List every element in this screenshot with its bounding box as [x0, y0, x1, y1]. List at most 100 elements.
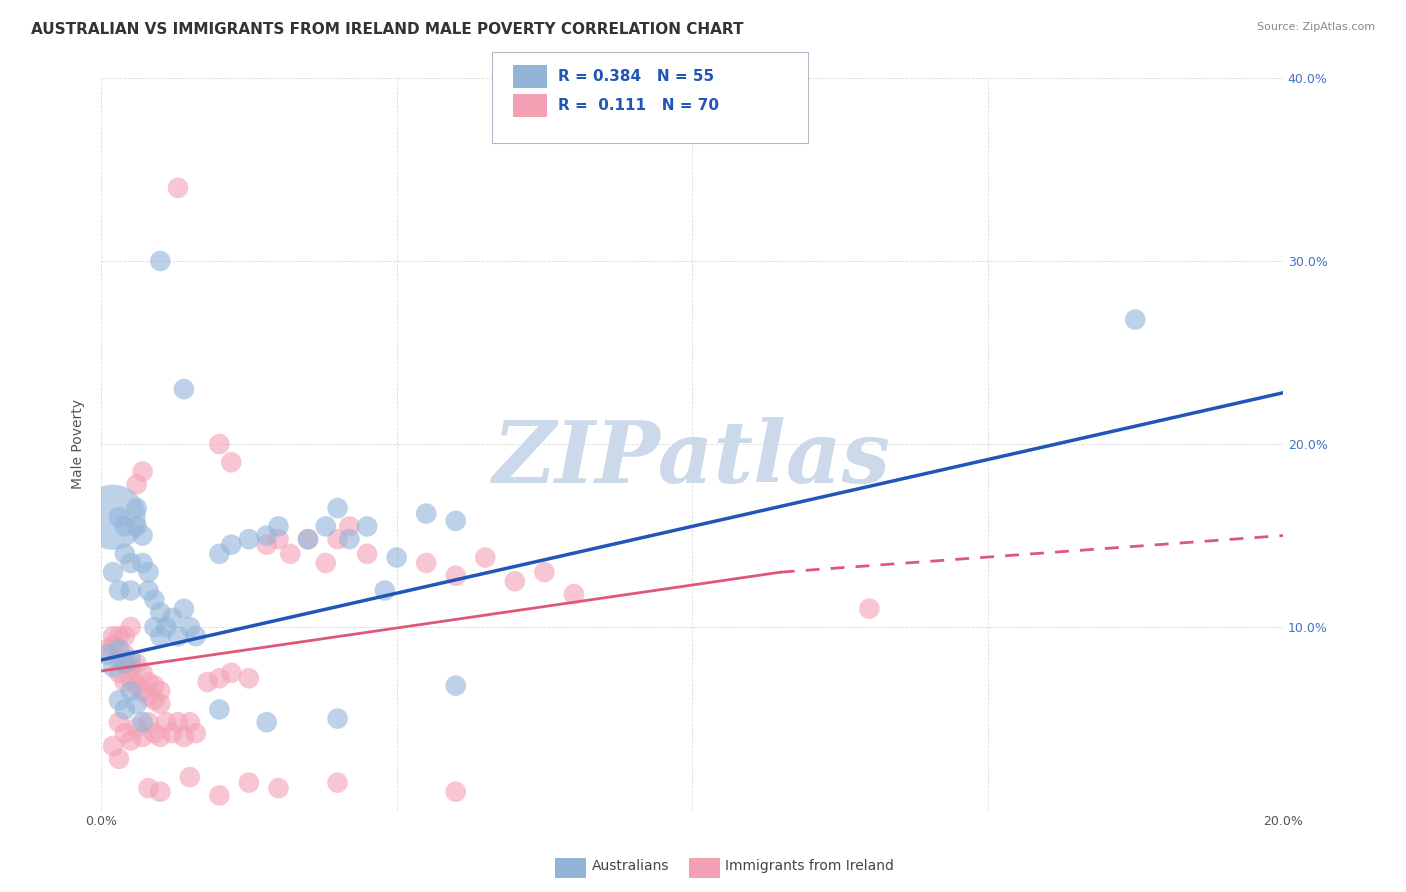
Point — [167, 181, 190, 195]
Point — [138, 690, 160, 704]
Point — [143, 679, 166, 693]
Point — [138, 715, 160, 730]
Point — [131, 730, 153, 744]
Point — [326, 712, 349, 726]
Point — [149, 629, 172, 643]
Text: R =  0.111   N = 70: R = 0.111 N = 70 — [558, 98, 720, 112]
Point — [155, 620, 177, 634]
Point — [131, 528, 153, 542]
Point — [138, 675, 160, 690]
Point — [315, 556, 337, 570]
Point — [149, 697, 172, 711]
Point — [219, 455, 242, 469]
Point — [120, 671, 142, 685]
Point — [143, 620, 166, 634]
Point — [125, 679, 148, 693]
Point — [326, 775, 349, 789]
Point — [256, 538, 278, 552]
Point — [374, 583, 396, 598]
Point — [184, 629, 207, 643]
Point — [197, 675, 219, 690]
Point — [415, 556, 437, 570]
Point — [131, 465, 153, 479]
Point — [562, 587, 585, 601]
Point — [503, 574, 526, 589]
Point — [149, 606, 172, 620]
Point — [858, 601, 880, 615]
Point — [219, 665, 242, 680]
Point — [101, 660, 124, 674]
Point — [444, 569, 467, 583]
Point — [173, 382, 195, 396]
Point — [108, 653, 131, 667]
Point — [108, 715, 131, 730]
Point — [415, 507, 437, 521]
Point — [149, 684, 172, 698]
Point — [444, 679, 467, 693]
Point — [326, 501, 349, 516]
Point — [120, 556, 142, 570]
Point — [160, 726, 183, 740]
Point — [120, 653, 142, 667]
Point — [114, 675, 136, 690]
Point — [101, 565, 124, 579]
Point — [184, 726, 207, 740]
Point — [160, 611, 183, 625]
Point — [155, 715, 177, 730]
Point — [337, 532, 360, 546]
Point — [444, 785, 467, 799]
Point — [114, 519, 136, 533]
Point — [120, 684, 142, 698]
Point — [108, 693, 131, 707]
Point — [114, 657, 136, 671]
Point — [101, 629, 124, 643]
Point — [356, 547, 378, 561]
Point — [208, 671, 231, 685]
Point — [131, 556, 153, 570]
Point — [167, 715, 190, 730]
Point — [208, 789, 231, 803]
Point — [120, 620, 142, 634]
Point — [125, 501, 148, 516]
Point — [101, 739, 124, 753]
Point — [114, 726, 136, 740]
Point — [114, 547, 136, 561]
Point — [125, 519, 148, 533]
Point — [120, 733, 142, 747]
Point — [138, 583, 160, 598]
Text: AUSTRALIAN VS IMMIGRANTS FROM IRELAND MALE POVERTY CORRELATION CHART: AUSTRALIAN VS IMMIGRANTS FROM IRELAND MA… — [31, 22, 744, 37]
Point — [238, 671, 260, 685]
Point — [267, 519, 290, 533]
Point — [179, 715, 201, 730]
Point — [143, 693, 166, 707]
Point — [149, 254, 172, 268]
Point — [101, 510, 124, 524]
Point — [444, 514, 467, 528]
Point — [96, 642, 118, 657]
Point — [120, 660, 142, 674]
Point — [96, 648, 118, 662]
Point — [278, 547, 301, 561]
Point — [267, 532, 290, 546]
Point — [131, 665, 153, 680]
Point — [108, 629, 131, 643]
Point — [131, 715, 153, 730]
Point — [125, 657, 148, 671]
Point — [114, 702, 136, 716]
Point — [474, 550, 496, 565]
Point — [167, 629, 190, 643]
Point — [315, 519, 337, 533]
Point — [208, 702, 231, 716]
Point — [131, 684, 153, 698]
Point — [108, 583, 131, 598]
Point — [149, 730, 172, 744]
Point — [138, 565, 160, 579]
Point — [238, 532, 260, 546]
Point — [173, 601, 195, 615]
Point — [143, 726, 166, 740]
Y-axis label: Male Poverty: Male Poverty — [72, 399, 86, 489]
Point — [114, 648, 136, 662]
Point — [337, 519, 360, 533]
Point — [138, 781, 160, 796]
Point — [219, 538, 242, 552]
